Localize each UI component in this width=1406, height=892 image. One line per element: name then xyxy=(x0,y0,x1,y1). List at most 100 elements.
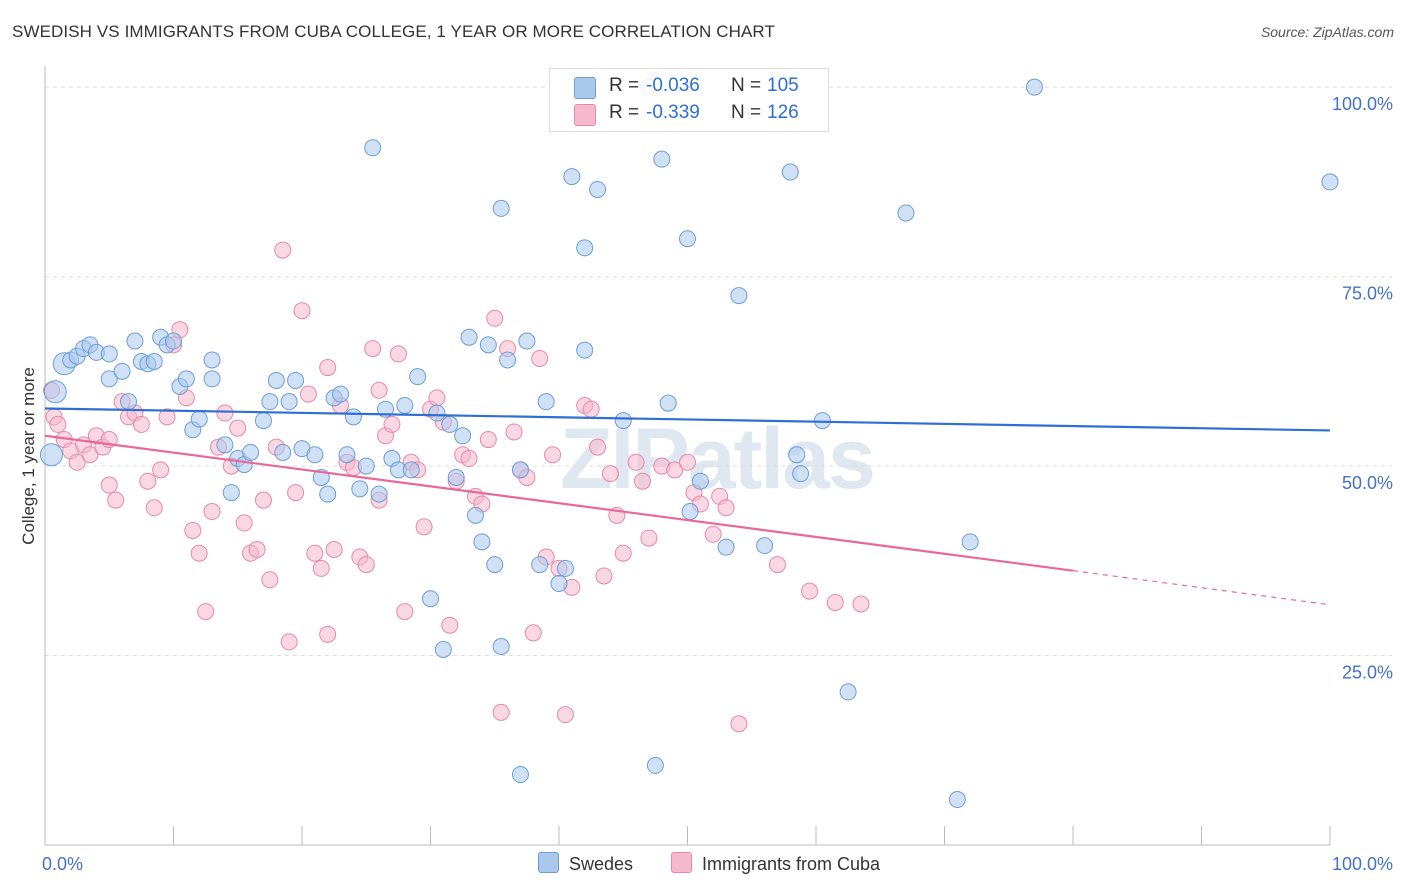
swedes-point xyxy=(646,756,664,774)
y-tick-label: 50.0% xyxy=(1342,473,1393,493)
swedes-point xyxy=(113,362,131,380)
cuba-trend-line xyxy=(44,434,1074,572)
x-tick-label: 100.0% xyxy=(1332,854,1393,874)
swedes-point xyxy=(351,480,369,498)
legend-label-cuba: Immigrants from Cuba xyxy=(702,854,881,874)
swedes-point xyxy=(839,683,857,701)
cuba-point xyxy=(589,438,607,456)
swedes-point xyxy=(756,537,774,555)
stats-legend: R = -0.036 N = 105 R = -0.339 N = 126 xyxy=(549,68,829,132)
swedes-point xyxy=(576,239,594,257)
cuba-point xyxy=(595,567,613,585)
cuba-point xyxy=(100,476,118,494)
swedes-point xyxy=(364,139,382,157)
swedes-trend-line xyxy=(44,407,1331,432)
cuba-trend-extension xyxy=(1072,570,1331,606)
cuba-point xyxy=(640,529,658,547)
cuba-point xyxy=(601,465,619,483)
swedes-point xyxy=(781,163,799,181)
cuba-point xyxy=(235,514,253,532)
swedes-point xyxy=(518,332,536,350)
swedes-point xyxy=(43,380,67,404)
swedes-point xyxy=(537,393,555,411)
cuba-point xyxy=(460,450,478,467)
cuba-point xyxy=(428,389,446,407)
cuba-point xyxy=(730,715,748,733)
swedes-point xyxy=(306,446,324,464)
n-label: N = xyxy=(731,102,762,123)
cuba-point xyxy=(852,595,870,613)
swedes-point xyxy=(338,446,356,464)
cuba-point xyxy=(441,616,459,634)
swedes-point xyxy=(511,461,529,479)
swedes-point xyxy=(370,485,388,503)
swedes-point xyxy=(145,352,163,370)
swedes-point xyxy=(961,533,979,551)
swedes-point xyxy=(120,393,138,411)
cuba-point xyxy=(312,559,330,577)
cuba-point xyxy=(254,491,272,509)
cuba-point xyxy=(152,461,170,479)
cuba-point xyxy=(107,491,125,509)
swedes-point xyxy=(274,443,292,461)
cuba-point xyxy=(203,503,221,521)
cuba-swatch xyxy=(671,852,692,873)
swedes-point xyxy=(100,370,118,388)
swedes-point xyxy=(396,396,414,414)
swedes-point xyxy=(203,370,221,388)
swedes-point xyxy=(165,332,182,350)
cuba-point xyxy=(544,446,562,464)
swedes-point xyxy=(402,461,420,479)
trend-lines xyxy=(44,407,1331,606)
swedes-point xyxy=(730,287,748,305)
cuba-point xyxy=(319,359,337,377)
swedes-point xyxy=(1321,173,1339,191)
swedes-point xyxy=(460,328,478,346)
cuba-point xyxy=(486,309,504,327)
swedes-point xyxy=(473,533,491,551)
swedes-point xyxy=(190,410,208,428)
cuba-point xyxy=(666,461,684,479)
swedes-point xyxy=(126,332,144,350)
y-tick-label: 75.0% xyxy=(1342,284,1393,304)
cuba-point xyxy=(197,603,215,621)
swedes-point xyxy=(614,412,632,430)
swedes-point xyxy=(39,443,63,467)
swedes-point xyxy=(441,415,459,433)
swedes-point xyxy=(216,436,234,454)
cuba-point xyxy=(679,453,696,471)
cuba-point xyxy=(184,521,202,539)
cuba-point xyxy=(49,415,67,433)
cuba-point xyxy=(319,625,337,643)
cuba-point xyxy=(145,499,163,517)
swedes-point xyxy=(357,457,375,475)
legend-item-cuba[interactable]: Immigrants from Cuba xyxy=(671,852,880,875)
n-value: 126 xyxy=(767,102,799,123)
swedes-point xyxy=(659,394,677,412)
cuba-point xyxy=(389,345,407,363)
swedes-point xyxy=(287,371,305,389)
swedes-point xyxy=(267,371,285,389)
swedes-point xyxy=(556,559,574,577)
y-axis-label: College, 1 year or more xyxy=(19,367,38,545)
swedes-point xyxy=(319,485,337,503)
cuba-point xyxy=(274,241,292,259)
cuba-point xyxy=(229,419,247,437)
swedes-point xyxy=(261,393,279,411)
swedes-point xyxy=(280,393,298,411)
swedes-point xyxy=(679,230,696,248)
cuba-point xyxy=(396,603,414,621)
cuba-swatch xyxy=(574,104,596,126)
swedes-point xyxy=(344,408,362,426)
swedes-point xyxy=(589,180,607,198)
swedes-point xyxy=(222,484,240,502)
y-tick-labels: 25.0% 50.0% 75.0% 100.0% xyxy=(1332,94,1393,682)
cuba-point xyxy=(634,472,652,490)
cuba-point xyxy=(704,525,722,543)
legend-item-swedes[interactable]: Swedes xyxy=(538,852,633,875)
cuba-point xyxy=(325,540,343,558)
swedes-point xyxy=(681,503,699,521)
swedes-point xyxy=(511,766,529,784)
gridlines xyxy=(45,86,1392,657)
